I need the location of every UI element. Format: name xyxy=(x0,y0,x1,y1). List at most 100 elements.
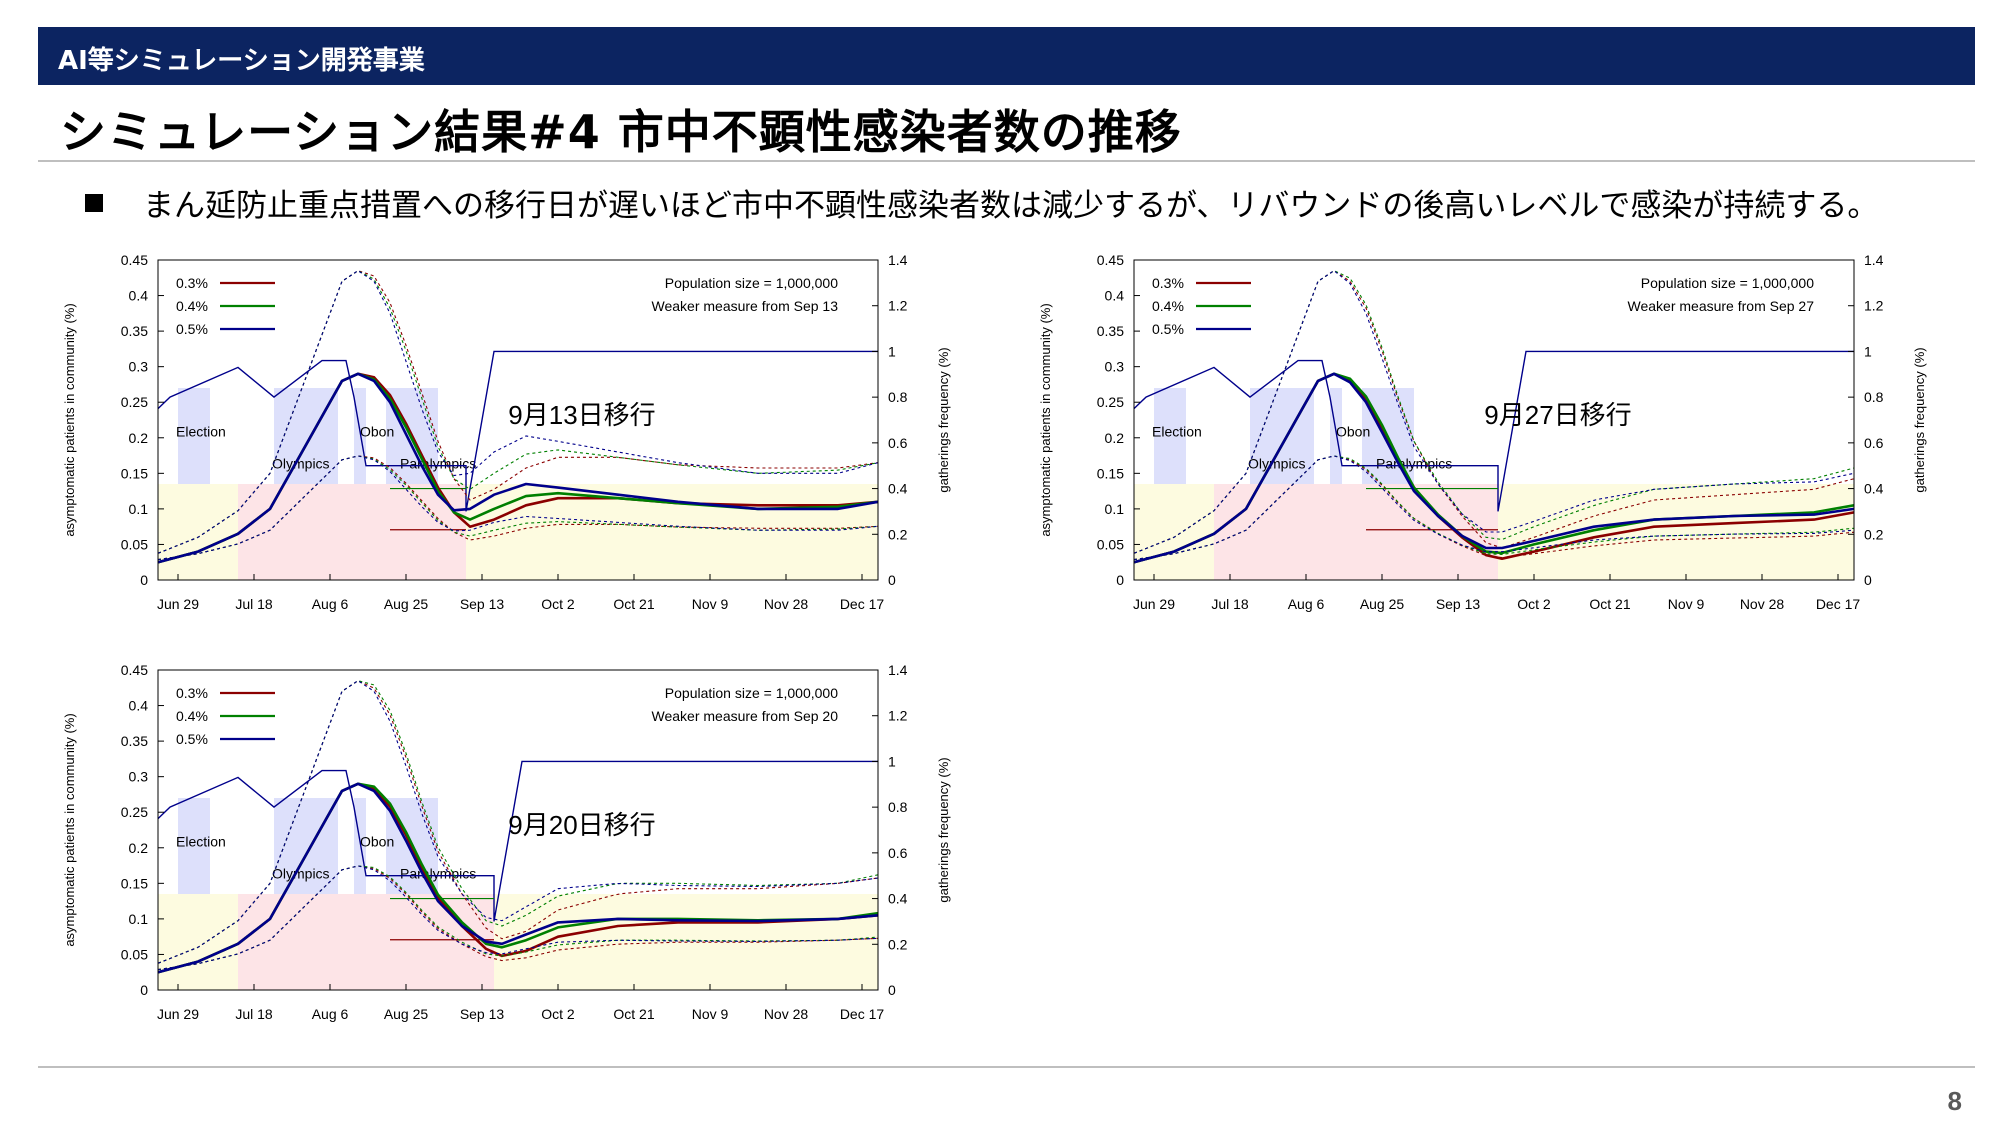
y-tick-label: 0.4 xyxy=(1105,288,1125,304)
y-tick-label: 0.15 xyxy=(1097,465,1124,481)
population-info: Population size = 1,000,000 xyxy=(665,275,838,291)
y2-tick-label: 0.2 xyxy=(888,936,908,952)
weaker-measure-zone xyxy=(466,484,878,580)
population-info: Population size = 1,000,000 xyxy=(665,685,838,701)
x-tick-label: Dec 17 xyxy=(1816,596,1861,612)
y-tick-label: 0 xyxy=(140,572,148,588)
gatherings-frequency-line xyxy=(157,350,878,512)
y2-tick-label: 0 xyxy=(888,572,896,588)
y2-tick-label: 1 xyxy=(888,753,896,769)
x-tick-label: Nov 9 xyxy=(692,1006,729,1022)
event-label: Olympics xyxy=(272,865,330,881)
x-tick-label: Jun 29 xyxy=(157,596,199,612)
title-divider xyxy=(38,160,1975,162)
gatherings-frequency-line xyxy=(157,760,878,922)
x-tick-label: Jul 18 xyxy=(1211,596,1249,612)
x-tick-label: Dec 17 xyxy=(840,1006,885,1022)
y-tick-label: 0.1 xyxy=(129,911,149,927)
transition-date-annotation: 9月27日移行 xyxy=(1484,400,1631,430)
y-tick-label: 0.3 xyxy=(129,769,149,785)
y2-tick-label: 0.4 xyxy=(888,481,908,497)
event-box-olympics xyxy=(1250,388,1314,484)
x-tick-label: Aug 6 xyxy=(312,596,349,612)
event-label: Olympics xyxy=(272,455,330,471)
x-tick-label: Sep 13 xyxy=(460,596,505,612)
y-tick-label: 0.1 xyxy=(1105,501,1125,517)
legend-label: 0.4% xyxy=(1152,298,1184,314)
plot-frame xyxy=(157,259,879,581)
y-tick-label: 0.35 xyxy=(121,323,148,339)
legend-label: 0.3% xyxy=(176,275,208,291)
y2-tick-label: 1.2 xyxy=(1864,298,1884,314)
measure-info: Weaker measure from Sep 20 xyxy=(652,708,839,724)
header-bar: AI等シミュレーション開発事業 xyxy=(38,27,1975,85)
legend-label: 0.3% xyxy=(176,685,208,701)
y-tick-label: 0.25 xyxy=(121,804,148,820)
y-tick-label: 0.1 xyxy=(129,501,149,517)
event-label: Election xyxy=(1152,423,1202,439)
pre-measure-zone xyxy=(1134,484,1214,580)
y2-tick-label: 0.4 xyxy=(1864,481,1884,497)
event-box-election xyxy=(1154,388,1186,484)
y-tick-label: 0.4 xyxy=(129,288,149,304)
x-tick-label: Oct 2 xyxy=(541,596,575,612)
legend-label: 0.3% xyxy=(1152,275,1184,291)
y-tick-label: 0.2 xyxy=(129,430,149,446)
y2-tick-label: 0.8 xyxy=(888,389,908,405)
legend-label: 0.5% xyxy=(176,731,208,747)
x-tick-label: Oct 21 xyxy=(1589,596,1630,612)
event-label: Paralympics xyxy=(1376,455,1452,471)
event-box-election xyxy=(178,388,210,484)
y2-tick-label: 0 xyxy=(1864,572,1872,588)
x-tick-label: Aug 25 xyxy=(1360,596,1405,612)
bullet-square-icon xyxy=(85,193,103,212)
confidence-band-0.5%-upper xyxy=(157,270,879,554)
chart-sep27: Election Olympics Obon Paralympics 0 0.05 0.1 0… xyxy=(1038,252,1927,612)
measure-info: Weaker measure from Sep 13 xyxy=(652,298,839,314)
y-tick-label: 0.2 xyxy=(1105,430,1125,446)
event-box-olympics xyxy=(274,388,338,484)
x-tick-label: Aug 25 xyxy=(384,1006,429,1022)
confidence-band-0.5%-lower xyxy=(1133,455,1855,561)
x-tick-label: Jun 29 xyxy=(1133,596,1175,612)
y2-tick-label: 1 xyxy=(888,343,896,359)
y-tick-label: 0.15 xyxy=(121,875,148,891)
x-tick-label: Sep 13 xyxy=(460,1006,505,1022)
chart-sep20: Election Olympics Obon Paralympics 0 0.05 0.1 0… xyxy=(62,662,951,1022)
page-title: シミュレーション結果#4 市中不顕性感染者数の推移 xyxy=(60,105,1182,159)
page-number: 8 xyxy=(1947,1086,1962,1116)
y2-tick-label: 0.8 xyxy=(1864,389,1884,405)
bullet-row: まん延防止重点措置への移行日が遅いほど市中不顕性感染者数は減少するが、リバウンド… xyxy=(85,180,1878,225)
y2-axis-label: gatherings frequency (%) xyxy=(936,757,951,902)
y2-axis-label: gatherings frequency (%) xyxy=(936,347,951,492)
y2-tick-label: 0.4 xyxy=(888,891,908,907)
y-tick-label: 0.45 xyxy=(1097,252,1124,268)
pre-measure-zone xyxy=(158,894,238,990)
legend-label: 0.5% xyxy=(176,321,208,337)
y-tick-label: 0.25 xyxy=(121,394,148,410)
transition-date-annotation: 9月13日移行 xyxy=(508,400,655,430)
x-tick-label: Jul 18 xyxy=(235,596,273,612)
y2-tick-label: 1.2 xyxy=(888,708,908,724)
event-label: Paralympics xyxy=(400,865,476,881)
y2-tick-label: 0.6 xyxy=(1864,435,1884,451)
transition-date-annotation: 9月20日移行 xyxy=(508,810,655,840)
x-tick-label: Oct 21 xyxy=(613,1006,654,1022)
y2-tick-label: 0.6 xyxy=(888,435,908,451)
plot-frame xyxy=(1133,259,1855,581)
event-label: Olympics xyxy=(1248,455,1306,471)
event-box-olympics xyxy=(274,798,338,894)
x-tick-label: Nov 28 xyxy=(764,1006,809,1022)
x-tick-label: Oct 21 xyxy=(613,596,654,612)
y2-tick-label: 1.2 xyxy=(888,298,908,314)
y2-tick-label: 0.2 xyxy=(888,526,908,542)
y-tick-label: 0.25 xyxy=(1097,394,1124,410)
y-axis-label: asymptomatic patients in community (%) xyxy=(62,303,77,536)
y-tick-label: 0.4 xyxy=(129,698,149,714)
event-label: Obon xyxy=(1336,423,1370,439)
y2-axis-label: gatherings frequency (%) xyxy=(1912,347,1927,492)
x-tick-label: Oct 2 xyxy=(541,1006,575,1022)
event-label: Paralympics xyxy=(400,455,476,471)
x-tick-label: Oct 2 xyxy=(1517,596,1551,612)
confidence-band-0.5%-lower xyxy=(157,865,879,971)
